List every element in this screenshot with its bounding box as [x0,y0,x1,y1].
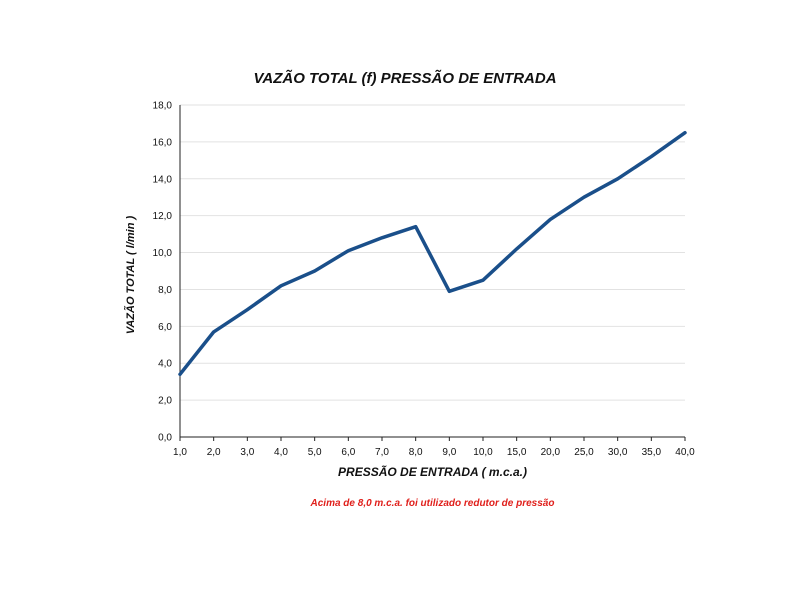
x-tick-label: 7,0 [375,447,389,458]
x-tick-label: 30,0 [608,447,628,458]
y-tick-label: 12,0 [153,211,173,222]
y-tick-label: 16,0 [153,137,173,148]
x-tick-label: 20,0 [541,447,561,458]
x-tick-label: 2,0 [207,447,221,458]
x-tick-label: 9,0 [442,447,456,458]
y-tick-label: 0,0 [158,433,172,444]
x-axis-label: PRESSÃO DE ENTRADA ( m.c.a.) [338,465,527,479]
x-tick-labels: 1,0 2,0 3,0 4,0 5,0 6,0 7,0 8,0 9,0 10,0 15,0 20,0 2… [173,447,695,458]
x-tick-label: 35,0 [642,447,662,458]
y-tick-label: 18,0 [153,101,173,112]
x-tick-label: 25,0 [574,447,594,458]
grid-lines [180,104,685,438]
x-tick-label: 4,0 [274,447,288,458]
x-tick-label: 40,0 [675,447,695,458]
series [178,130,687,377]
y-tick-label: 4,0 [158,359,172,370]
y-tick-label: 2,0 [158,396,172,407]
chart-title: VAZÃO TOTAL (f) PRESSÃO DE ENTRADA [253,70,557,87]
x-tick-label: 1,0 [173,447,187,458]
x-tick-label: 10,0 [473,447,493,458]
x-tick-label: 15,0 [507,447,527,458]
y-axis-label: VAZÃO TOTAL ( l/min ) [125,215,137,335]
x-tick-label: 5,0 [308,447,322,458]
x-tick-label: 6,0 [341,447,355,458]
axes [179,105,686,441]
y-tick-label: 6,0 [158,322,172,333]
series-line [178,130,687,377]
x-tick-label: 8,0 [409,447,423,458]
y-tick-label: 8,0 [158,285,172,296]
x-tick-label: 3,0 [240,447,254,458]
y-tick-label: 10,0 [153,248,173,259]
y-tick-label: 14,0 [153,174,173,185]
y-tick-labels: 0,0 2,0 4,0 6,0 8,0 10,0 12,0 14,0 16,0 18,0 [153,101,173,444]
footnote: Acima de 8,0 m.c.a. foi utilizado reduto… [310,498,555,509]
